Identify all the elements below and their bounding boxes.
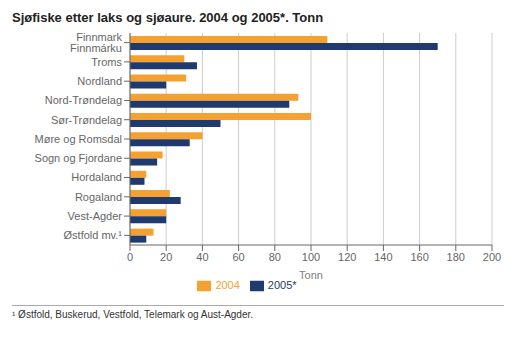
svg-text:60: 60 — [232, 251, 244, 263]
svg-text:Nord-Trøndelag: Nord-Trøndelag — [45, 94, 122, 106]
svg-text:Tonn: Tonn — [299, 269, 323, 281]
svg-text:Hordaland: Hordaland — [71, 171, 122, 183]
svg-text:100: 100 — [302, 251, 320, 263]
svg-text:Møre og Romsdal: Møre og Romsdal — [35, 133, 122, 145]
svg-text:Nordland: Nordland — [77, 75, 122, 87]
svg-text:Troms: Troms — [91, 56, 122, 68]
svg-text:200: 200 — [483, 251, 501, 263]
html-text:2004: 2004 — [215, 279, 240, 291]
svg-text:20: 20 — [160, 251, 172, 263]
svg-text:FinnmarkFinnmárku: FinnmarkFinnmárku — [70, 31, 122, 54]
svg-text:120: 120 — [338, 251, 356, 263]
svg-text:Sør-Trøndelag: Sør-Trøndelag — [51, 114, 122, 126]
svg-text:Sogn og Fjordane: Sogn og Fjordane — [35, 152, 122, 164]
svg-text:Østfold mv.¹: Østfold mv.¹ — [64, 229, 123, 241]
svg-text:180: 180 — [447, 251, 465, 263]
svg-text:80: 80 — [269, 251, 281, 263]
html-text:Sjøfiske etter laks og sjøaure: Sjøfiske etter laks og sjøaure. 2004 og … — [12, 10, 324, 25]
svg-text:Vest-Agder: Vest-Agder — [68, 210, 123, 222]
html-text:¹ Østfold, Buskerud, Vestfold,: ¹ Østfold, Buskerud, Vestfold, Telemark … — [12, 309, 254, 320]
svg-text:140: 140 — [374, 251, 392, 263]
svg-text:Rogaland: Rogaland — [75, 191, 122, 203]
svg-text:40: 40 — [196, 251, 208, 263]
svg-text:0: 0 — [127, 251, 133, 263]
svg-text:160: 160 — [410, 251, 428, 263]
html-text:2005*: 2005* — [267, 279, 297, 291]
